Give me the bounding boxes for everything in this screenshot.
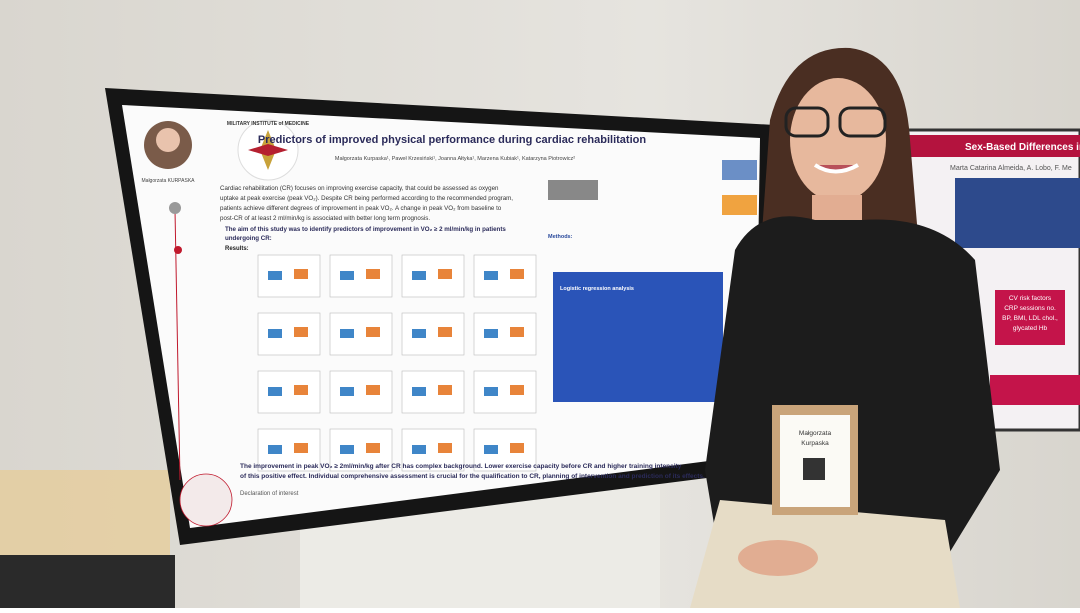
side-poster-title: Sex-Based Differences in F [965, 142, 1080, 153]
mini-plot [257, 312, 321, 356]
mini-plot [473, 312, 537, 356]
methods-heading: Methods: [548, 234, 573, 240]
flow-box [722, 195, 757, 215]
skirt [690, 500, 960, 608]
mini-plot [329, 370, 393, 414]
conclusion: The improvement in peak VO₂ ≥ 2ml/min/kg… [240, 463, 705, 480]
side-poster-box [955, 178, 1080, 248]
poster-intro: Cardiac rehabilitation (CR) focuses on i… [220, 185, 513, 222]
mini-box [294, 327, 308, 337]
badge-name: Małgorzata [799, 430, 832, 437]
poster-authors: Małgorzata Kurpaska¹, Paweł Krzesiński¹,… [335, 156, 575, 162]
timeline-dot [174, 246, 182, 254]
mini-plot [257, 370, 321, 414]
side-box-line: glycated Hb [1013, 325, 1048, 332]
conclusion-line: The improvement in peak VO₂ ≥ 2ml/min/kg… [240, 463, 682, 470]
mini-plot [329, 312, 393, 356]
aim-line: The aim of this study was to identify pr… [225, 226, 506, 233]
side-poster-red-box [995, 290, 1065, 345]
side-box-line: BP, BMI, LDL chol., [1002, 315, 1058, 322]
globe-graphic [179, 473, 233, 527]
mini-box [484, 445, 498, 454]
mini-box [340, 445, 354, 454]
table-title: Logistic regression analysis [560, 286, 634, 292]
mini-box [412, 271, 426, 280]
conclusion-line: of this positive effect. Individual comp… [240, 473, 705, 480]
mini-box [294, 385, 308, 395]
mini-box [268, 445, 282, 454]
logo-cross [248, 144, 288, 156]
side-box-line: CRP sessions no. [1004, 305, 1056, 312]
mini-box [438, 385, 452, 395]
poster-title: Predictors of improved physical performa… [258, 134, 646, 146]
side-poster-footer [990, 375, 1080, 405]
aim-line: undergoing CR: [225, 235, 272, 242]
institute-name: MILITARY INSTITUTE of MEDICINE [227, 121, 310, 127]
timeline-dot [169, 202, 181, 214]
mini-box [484, 271, 498, 280]
intro-line: Cardiac rehabilitation (CR) focuses on i… [220, 185, 499, 192]
mini-plot [401, 370, 465, 414]
mini-box [510, 443, 524, 453]
intro-line: patients achieve different degrees of im… [220, 205, 502, 212]
side-box-line: CV risk factors [1009, 295, 1052, 302]
mini-box [340, 329, 354, 338]
timeline [174, 209, 181, 481]
mini-box [268, 387, 282, 396]
flow-box [548, 180, 598, 200]
mini-box [366, 443, 380, 453]
mini-box [294, 443, 308, 453]
mini-box [268, 329, 282, 338]
side-poster-authors: Marta Catarina Almeida, A. Lobo, F. Me [950, 165, 1072, 172]
mini-box [366, 385, 380, 395]
mini-box [366, 327, 380, 337]
glasses [784, 106, 830, 138]
mini-box [412, 445, 426, 454]
mini-box [438, 327, 452, 337]
mini-box [510, 327, 524, 337]
mini-box [438, 443, 452, 453]
declaration: Declaration of interest [240, 491, 299, 497]
boxplot-grid [257, 254, 537, 472]
smile [813, 163, 859, 174]
presenter-face [156, 128, 180, 152]
intro-line: uptake at peak exercise (peak VO₂). Desp… [220, 195, 513, 202]
mini-box [268, 271, 282, 280]
glasses [838, 106, 887, 138]
mini-box [340, 387, 354, 396]
poster-aim: The aim of this study was to identify pr… [225, 226, 506, 242]
mini-box [438, 269, 452, 279]
mini-box [484, 329, 498, 338]
mini-plot [401, 254, 465, 298]
hands [738, 540, 818, 576]
badge-qr [803, 458, 825, 480]
intro-line: post-CR of at least 2 ml/min/kg is assoc… [220, 215, 430, 222]
badge-name: Kurpaska [801, 440, 829, 447]
mini-box [412, 329, 426, 338]
regression-table [553, 272, 723, 402]
light-bar [0, 555, 175, 608]
mini-box [366, 269, 380, 279]
presenter-name: Małgorzata KURPASKA [142, 178, 196, 184]
side-poster-header [908, 135, 1080, 157]
face [790, 78, 886, 202]
mini-box [412, 387, 426, 396]
mini-box [484, 387, 498, 396]
mini-plot [329, 254, 393, 298]
mini-box [510, 269, 524, 279]
side-poster-box-text: CV risk factors CRP sessions no. BP, BMI… [1002, 295, 1058, 332]
mini-plot [257, 254, 321, 298]
mini-plot [401, 312, 465, 356]
mini-plot [473, 370, 537, 414]
mini-box [294, 269, 308, 279]
mini-box [340, 271, 354, 280]
mini-plot [473, 254, 537, 298]
mini-box [510, 385, 524, 395]
results-heading: Results: [225, 246, 249, 252]
flow-box [722, 160, 757, 180]
